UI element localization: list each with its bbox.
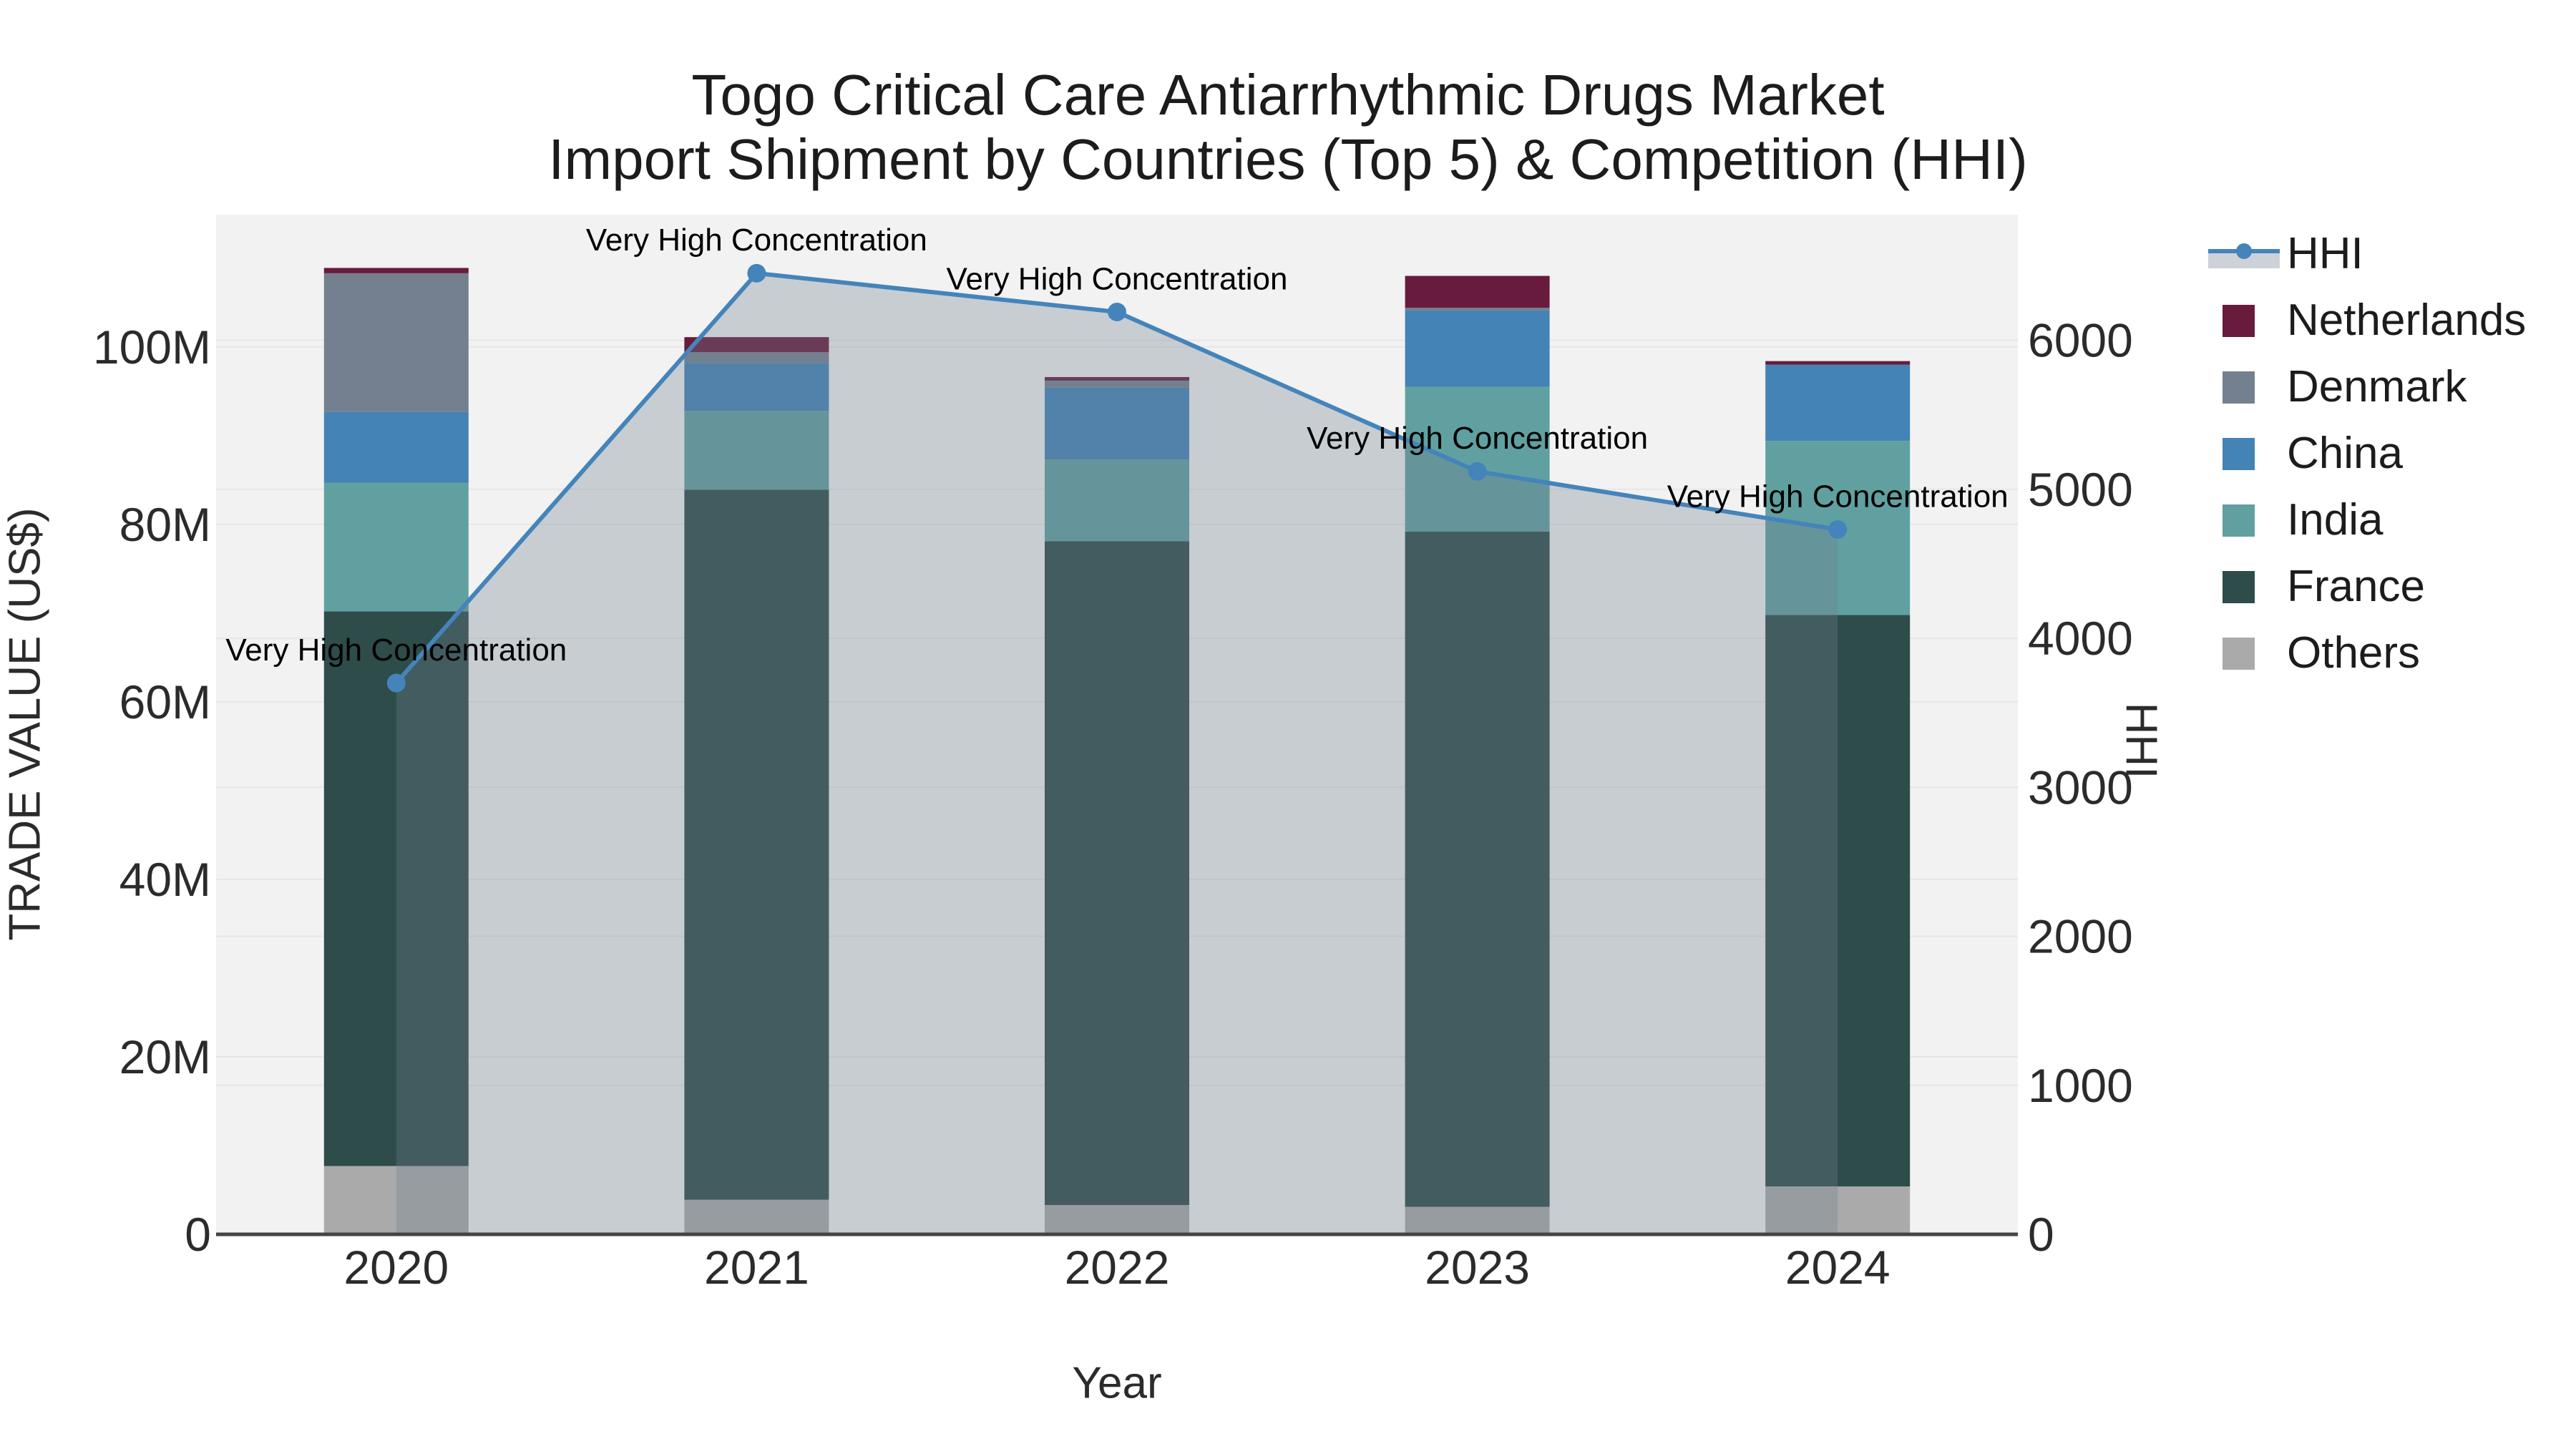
- y-right-tick-1000: 1000: [2028, 1059, 2133, 1112]
- hhi-area-fill: [396, 273, 1838, 1234]
- bar-2020-others[interactable]: [323, 1166, 469, 1234]
- legend-item-netherlands[interactable]: Netherlands: [2208, 287, 2526, 353]
- bar-2021-india[interactable]: [684, 411, 829, 490]
- legend-item-china[interactable]: China: [2208, 420, 2526, 487]
- bar-2024-others[interactable]: [1765, 1186, 1911, 1234]
- bar-2020-india[interactable]: [323, 482, 469, 612]
- legend-label-denmark: Denmark: [2287, 362, 2467, 411]
- legend: HHI Netherlands Denmark China India France Oth…: [2208, 220, 2526, 686]
- hhi-marker-2021[interactable]: [747, 263, 766, 283]
- legend-item-india[interactable]: India: [2208, 487, 2526, 553]
- bar-2020-netherlands[interactable]: [323, 268, 469, 273]
- china-swatch-icon: [2208, 434, 2287, 474]
- y-right-tick-3000: 3000: [2028, 761, 2133, 814]
- y-left-tick-0: 0: [185, 1208, 211, 1261]
- hhi-line-sample: [2208, 243, 2280, 268]
- bar-2023-denmark[interactable]: [1405, 308, 1550, 311]
- bar-2021-netherlands[interactable]: [684, 337, 829, 353]
- bar-2021-others[interactable]: [684, 1199, 829, 1234]
- others-swatch-icon: [2208, 633, 2287, 673]
- annotation-2020: Very High Concentration: [225, 633, 567, 668]
- annotation-2021: Very High Concentration: [586, 223, 927, 258]
- chart-title-line2: Import Shipment by Countries (Top 5) & C…: [548, 127, 2028, 191]
- netherlands-swatch-icon: [2208, 301, 2287, 341]
- y-right-tick-4000: 4000: [2028, 612, 2133, 665]
- bar-2022-denmark[interactable]: [1045, 380, 1189, 388]
- chart-title: Togo Critical Care Antiarrhythmic Drugs …: [0, 63, 2576, 192]
- y-right-tick-5000: 5000: [2028, 463, 2133, 516]
- legend-item-hhi[interactable]: HHI: [2208, 220, 2526, 287]
- bar-2022-others[interactable]: [1045, 1205, 1189, 1234]
- annotation-2022: Very High Concentration: [947, 261, 1288, 296]
- bar-2021-china[interactable]: [684, 363, 829, 411]
- hhi-line-legend-icon: [2208, 234, 2287, 274]
- denmark-swatch-icon: [2208, 367, 2287, 407]
- x-tick-2023: 2023: [1425, 1241, 1530, 1294]
- legend-item-denmark[interactable]: Denmark: [2208, 353, 2526, 420]
- x-tick-2021: 2021: [704, 1241, 809, 1294]
- bar-2022-france[interactable]: [1045, 541, 1189, 1206]
- legend-label-netherlands: Netherlands: [2287, 296, 2527, 345]
- y-left-tick-20M: 20M: [119, 1030, 211, 1083]
- bar-2024-netherlands[interactable]: [1765, 361, 1911, 365]
- china-color-swatch: [2223, 437, 2255, 470]
- others-color-swatch: [2223, 637, 2255, 670]
- india-color-swatch: [2223, 504, 2255, 537]
- hhi-marker-2022[interactable]: [1108, 302, 1126, 321]
- x-tick-2024: 2024: [1785, 1241, 1890, 1294]
- bar-2022-china[interactable]: [1045, 387, 1189, 460]
- y-left-tick-60M: 60M: [119, 675, 211, 728]
- legend-label-others: Others: [2287, 628, 2421, 678]
- bar-2022-india[interactable]: [1045, 459, 1189, 542]
- y-right-tick-6000: 6000: [2028, 314, 2133, 367]
- x-tick-2020: 2020: [343, 1241, 449, 1294]
- annotation-2023: Very High Concentration: [1307, 421, 1648, 456]
- y-left-tick-80M: 80M: [119, 498, 211, 551]
- x-tick-2022: 2022: [1065, 1241, 1170, 1294]
- chart-title-line1: Togo Critical Care Antiarrhythmic Drugs …: [691, 63, 1885, 127]
- y-left-tick-40M: 40M: [119, 853, 211, 906]
- bar-2024-france[interactable]: [1765, 615, 1911, 1187]
- y-right-tick-2000: 2000: [2028, 910, 2133, 963]
- legend-label-hhi: HHI: [2287, 229, 2363, 278]
- hhi-marker-2023[interactable]: [1468, 462, 1487, 481]
- bar-2020-france[interactable]: [323, 611, 469, 1166]
- bar-2020-denmark[interactable]: [323, 273, 469, 412]
- legend-label-france: France: [2287, 562, 2425, 611]
- bar-2020-china[interactable]: [323, 411, 469, 483]
- bar-2021-denmark[interactable]: [684, 352, 829, 364]
- bar-2023-india[interactable]: [1405, 386, 1550, 532]
- legend-item-france[interactable]: France: [2208, 553, 2526, 620]
- bar-2022-netherlands[interactable]: [1045, 376, 1189, 381]
- bar-2023-netherlands[interactable]: [1405, 275, 1550, 308]
- bar-2024-china[interactable]: [1765, 364, 1911, 441]
- netherlands-color-swatch: [2223, 304, 2255, 337]
- bar-2023-china[interactable]: [1405, 310, 1550, 387]
- x-axis-title: Year: [1072, 1358, 1162, 1408]
- denmark-color-swatch: [2223, 371, 2255, 404]
- hhi-marker-2024[interactable]: [1828, 520, 1848, 540]
- legend-item-others[interactable]: Others: [2208, 620, 2526, 686]
- hhi-marker-2020[interactable]: [386, 673, 406, 693]
- annotation-2024: Very High Concentration: [1667, 479, 2009, 514]
- france-color-swatch: [2223, 570, 2255, 603]
- y-left-tick-100M: 100M: [93, 321, 211, 374]
- y-right-tick-0: 0: [2028, 1208, 2054, 1261]
- bar-2021-france[interactable]: [684, 489, 829, 1200]
- legend-label-india: India: [2287, 495, 2384, 545]
- legend-label-china: China: [2287, 429, 2403, 478]
- india-swatch-icon: [2208, 500, 2287, 540]
- france-swatch-icon: [2208, 567, 2287, 607]
- bar-2023-france[interactable]: [1405, 531, 1550, 1207]
- bar-2023-others[interactable]: [1405, 1206, 1550, 1234]
